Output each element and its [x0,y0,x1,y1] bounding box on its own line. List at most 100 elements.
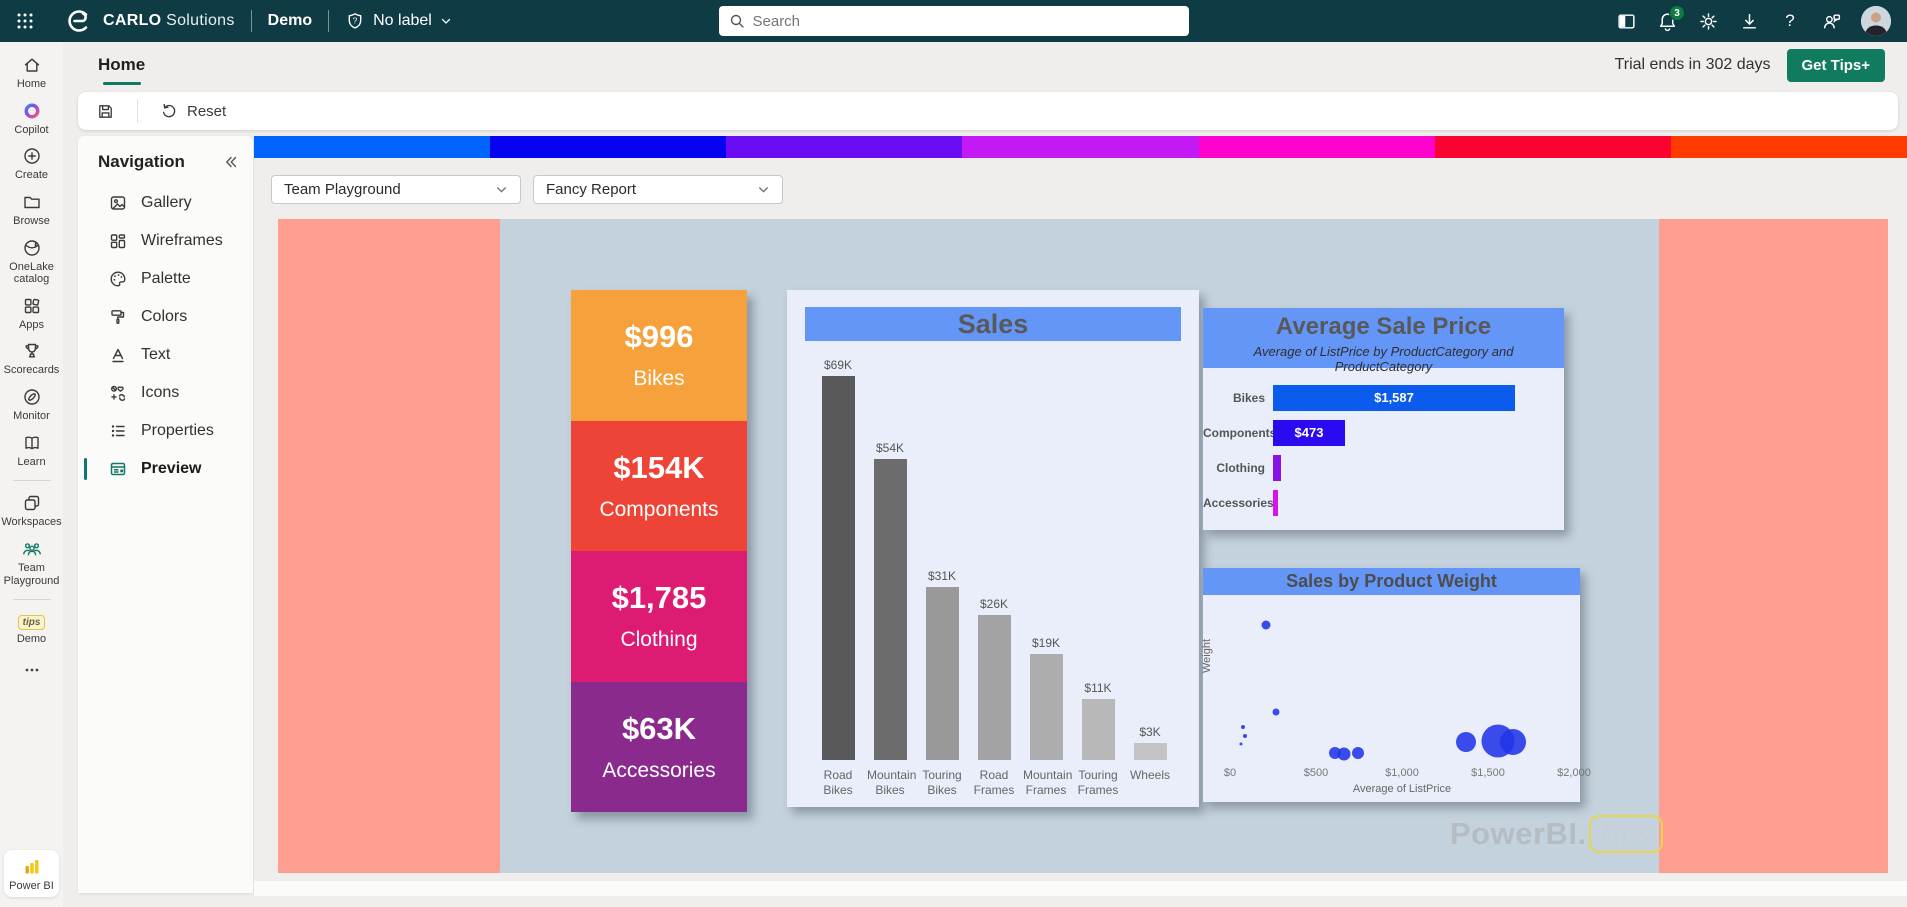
rail-item-home[interactable]: Home [2,55,62,91]
more-icon [23,661,41,679]
download-icon[interactable] [1738,10,1760,32]
create-icon [22,146,42,166]
left-rail: Home Copilot Create Browse OneLake catalog Ap… [0,42,63,907]
asp-row-clothing[interactable]: Clothing [1203,450,1564,485]
global-search[interactable] [718,6,1189,36]
home-icon [22,55,42,75]
nav-item-colors[interactable]: Colors [78,298,253,336]
scatter-point[interactable] [1337,747,1350,761]
average-sale-price-chart[interactable]: Average Sale Price Average of ListPrice … [1203,308,1564,530]
nav-item-text[interactable]: Text [78,336,253,374]
bar-touring-bikes[interactable]: $31K [919,569,965,760]
scatter-point[interactable] [1499,729,1526,756]
get-tips-button[interactable]: Get Tips+ [1786,48,1885,82]
sensitivity-label-menu[interactable]: ? No label [345,11,452,31]
app-launcher-icon[interactable] [0,0,50,42]
kpi-card-accessories[interactable]: $63K Accessories [571,681,747,812]
canvas-bottom-strip [254,881,1907,896]
shield-question-icon: ? [348,13,362,29]
side-panel-toggle-icon[interactable] [1615,10,1637,32]
sales-bar-chart[interactable]: Sales $69K $54K $31K $26K $19K $11K $3K Road B… [787,290,1199,807]
color-strip-segment [962,136,1199,158]
scatter-point[interactable] [1352,746,1365,759]
rail-item-apps[interactable]: Apps [2,296,62,332]
nav-item-palette[interactable]: Palette [78,260,253,298]
bar-road-bikes[interactable]: $69K [815,358,861,760]
team-playground-icon [21,539,43,559]
nav-item-label: Icons [141,384,180,401]
bar-wheels[interactable]: $3K [1127,725,1173,760]
asp-row-bikes[interactable]: Bikes $1,587 [1203,380,1564,415]
scatter-point[interactable] [1242,734,1247,739]
bar-rect [977,615,1011,760]
nav-item-label: Text [141,346,171,363]
rail-item-create[interactable]: Create [2,146,62,182]
kpi-label: Components [599,497,719,521]
nav-item-gallery[interactable]: Gallery [78,184,253,222]
report-canvas[interactable]: $996 Bikes $154K Components $1,785 Clothing $6… [278,219,1888,873]
asp-row-components[interactable]: Components $473 [1203,415,1564,450]
reset-button[interactable]: Reset [152,97,234,125]
workspace-dropdown[interactable]: Team Playground [271,175,521,204]
report-dropdown[interactable]: Fancy Report [533,175,783,204]
nav-item-preview[interactable]: Preview [78,450,253,488]
rail-item-label: Workspaces [1,516,62,529]
sales-by-weight-scatter-chart[interactable]: Sales by Product Weight Weight $0 $500 $1,… [1201,568,1591,802]
rail-item-monitor[interactable]: Monitor [2,387,62,423]
rail-item-workspaces[interactable]: Workspaces [1,493,62,529]
rail-item-scorecards[interactable]: Scorecards [2,341,62,377]
bar-road-frames[interactable]: $26K [971,597,1017,760]
report-dropdown-value: Fancy Report [546,181,637,198]
scatter-point[interactable] [1455,732,1476,753]
color-strip-segment [490,136,727,158]
top-app-bar: CARLO Solutions Demo ? No label 3 [0,0,1907,42]
rail-item-onelake-catalog[interactable]: OneLake catalog [2,238,62,286]
save-button[interactable] [88,97,123,126]
rail-item-label: Scorecards [3,364,60,377]
bar-rect [1273,454,1281,481]
scatter-point[interactable] [1239,742,1243,746]
y-axis-label: Weight [1201,638,1213,673]
scatter-point[interactable] [1240,725,1245,729]
rail-item-copilot[interactable]: Copilot [2,101,62,137]
chart-title: Average Sale Price [1275,313,1492,340]
bar-mountain-frames[interactable]: $19K [1023,636,1069,760]
rail-item-learn[interactable]: Learn [2,433,62,469]
help-icon[interactable]: ? [1785,11,1795,30]
notifications-bell-icon[interactable]: 3 [1656,5,1685,32]
user-avatar[interactable] [1861,6,1891,36]
asp-plot-area: Bikes $1,587 Components $473 Clothing Accesso… [1203,380,1564,520]
nav-item-properties[interactable]: Properties [78,412,253,450]
bar-touring-frames[interactable]: $11K [1075,681,1121,760]
rail-item-power-bi[interactable]: Power BI [4,850,59,897]
kpi-value: $996 [624,319,694,355]
nav-item-wireframes[interactable]: Wireframes [78,222,253,260]
nav-item-icons[interactable]: Icons [78,374,253,412]
brand-logo[interactable]: CARLO Solutions [64,6,235,36]
category-label: Road Bikes [823,768,853,797]
rail-item-team-playground[interactable]: Team Playground [2,539,62,587]
search-input[interactable] [752,12,1179,30]
scatter-point[interactable] [1272,708,1280,716]
tab-home[interactable]: Home [92,45,151,85]
kpi-card-components[interactable]: $154K Components [571,420,747,551]
color-strip-segment [726,136,963,158]
scatter-point[interactable] [1261,620,1271,630]
category-label: Touring Frames [1077,768,1119,797]
kpi-card-clothing[interactable]: $1,785 Clothing [571,551,747,682]
collapse-panel-icon[interactable] [223,154,239,170]
x-axis-tick-label: $500 [1303,767,1329,779]
rail-more-button[interactable] [23,661,41,679]
brand-name: CARLO Solutions [103,12,235,29]
asp-row-accessories[interactable]: Accessories [1203,485,1564,520]
bar-rect [873,459,907,760]
icons-icon [108,383,128,403]
watermark-suffix: tips [1588,815,1664,853]
settings-gear-icon[interactable] [1697,10,1719,32]
bar-mountain-bikes[interactable]: $54K [867,441,913,760]
rail-item-browse[interactable]: Browse [2,192,62,228]
navigation-title: Navigation [98,152,185,171]
kpi-card-bikes[interactable]: $996 Bikes [571,290,747,421]
rail-item-demo[interactable]: tips Demo [2,612,62,646]
feedback-icon[interactable] [1820,10,1842,32]
